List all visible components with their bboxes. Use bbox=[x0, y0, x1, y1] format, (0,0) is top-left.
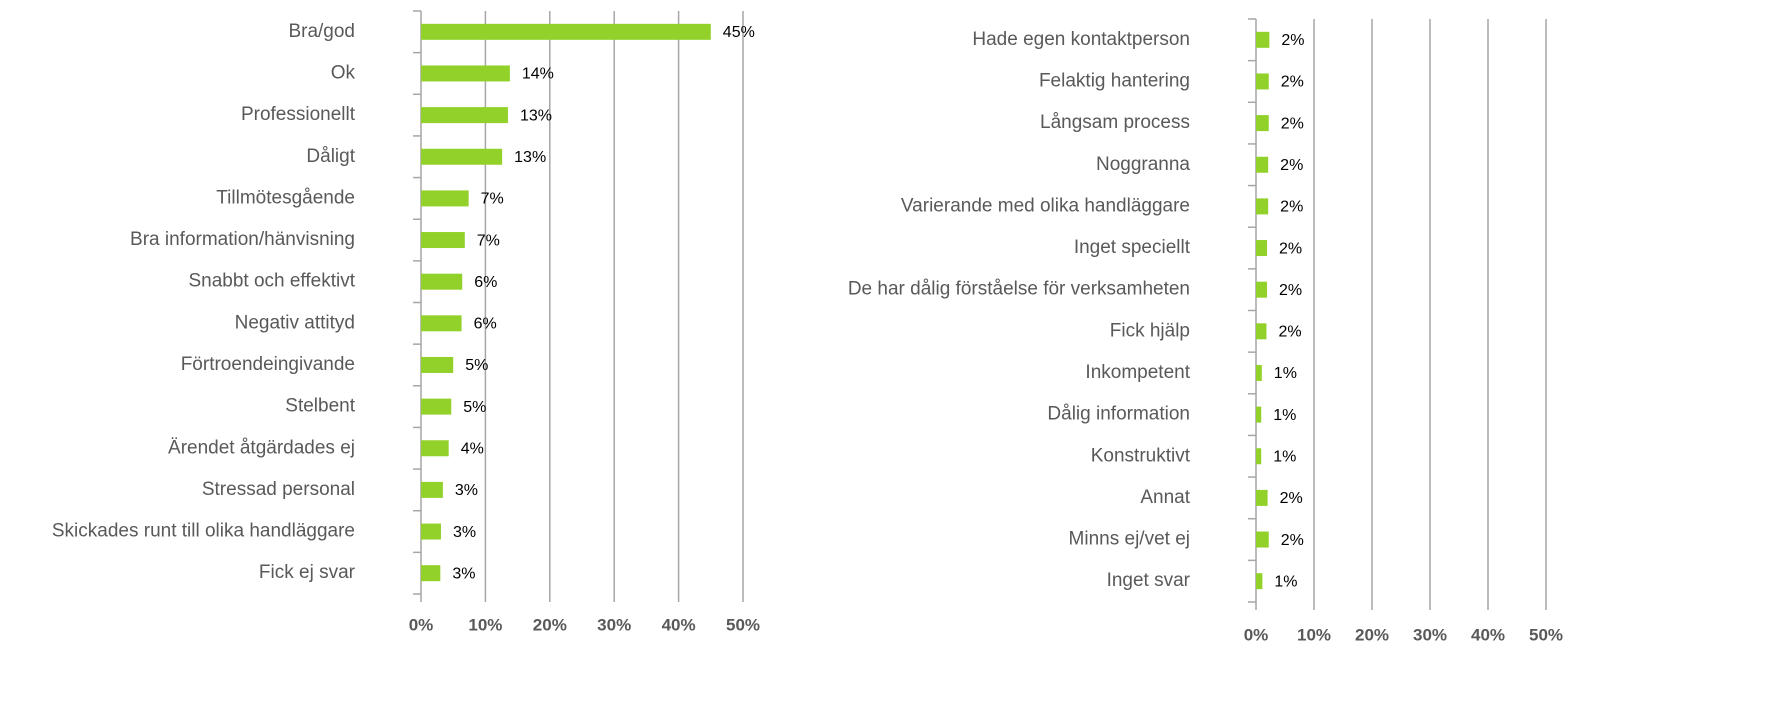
value-label: 1% bbox=[1273, 448, 1296, 465]
bar bbox=[1256, 156, 1269, 173]
x-tick-label: 10% bbox=[1297, 625, 1331, 644]
category-label: Annat bbox=[1140, 487, 1190, 508]
bar bbox=[421, 232, 465, 249]
bar bbox=[421, 481, 443, 498]
category-label: Inkompetent bbox=[1085, 362, 1190, 383]
value-label: 2% bbox=[1280, 199, 1303, 216]
category-label: Negativ attityd bbox=[235, 312, 355, 333]
bar bbox=[1256, 406, 1262, 423]
value-label: 3% bbox=[452, 565, 475, 582]
category-label: Ok bbox=[331, 62, 356, 83]
category-label: De har dålig förståelse för verksamheten bbox=[848, 279, 1190, 300]
bar bbox=[421, 65, 510, 82]
bar bbox=[1256, 198, 1269, 215]
category-label: Minns ej/vet ej bbox=[1069, 529, 1190, 550]
category-label: Långsam process bbox=[1040, 112, 1190, 133]
value-label: 2% bbox=[1279, 282, 1302, 299]
value-label: 2% bbox=[1281, 32, 1304, 49]
value-label: 2% bbox=[1280, 157, 1303, 174]
value-label: 6% bbox=[474, 316, 497, 333]
value-label: 13% bbox=[520, 107, 552, 124]
category-label: Professionellt bbox=[241, 104, 356, 125]
bar bbox=[1256, 531, 1269, 548]
value-label: 14% bbox=[522, 66, 554, 83]
x-tick-label: 30% bbox=[597, 615, 631, 634]
category-label: Bra/god bbox=[288, 21, 355, 42]
value-label: 2% bbox=[1281, 115, 1304, 132]
x-tick-label: 50% bbox=[1529, 625, 1563, 644]
value-label: 2% bbox=[1280, 490, 1303, 507]
x-tick-label: 30% bbox=[1413, 625, 1447, 644]
category-label: Stelbent bbox=[285, 396, 355, 417]
category-label: Skickades runt till olika handläggare bbox=[52, 521, 355, 542]
category-label: Hade egen kontaktperson bbox=[972, 29, 1190, 50]
category-label: Varierande med olika handläggare bbox=[901, 195, 1190, 216]
x-tick-label: 40% bbox=[662, 615, 696, 634]
value-label: 5% bbox=[465, 357, 488, 374]
value-label: 3% bbox=[455, 482, 478, 499]
category-label: Noggranna bbox=[1096, 154, 1190, 175]
bar bbox=[421, 315, 462, 332]
value-label: 2% bbox=[1278, 324, 1301, 341]
bar bbox=[1256, 448, 1262, 465]
x-tick-label: 0% bbox=[409, 615, 434, 634]
bar bbox=[1256, 73, 1269, 90]
x-tick-label: 20% bbox=[1355, 625, 1389, 644]
value-label: 1% bbox=[1273, 407, 1296, 424]
category-label: Inget speciellt bbox=[1074, 237, 1191, 258]
category-label: Tillmötesgående bbox=[216, 187, 355, 208]
category-label: Bra information/hänvisning bbox=[130, 229, 355, 250]
category-label: Snabbt och effektivt bbox=[188, 271, 355, 292]
bar bbox=[1256, 115, 1269, 132]
value-label: 4% bbox=[461, 440, 484, 457]
bar bbox=[421, 565, 441, 582]
value-label: 45% bbox=[723, 24, 755, 41]
bar bbox=[1256, 281, 1268, 298]
value-label: 13% bbox=[514, 149, 546, 166]
category-label: Stressad personal bbox=[202, 479, 355, 500]
value-label: 3% bbox=[453, 524, 476, 541]
bar bbox=[1256, 323, 1267, 340]
bar bbox=[421, 148, 503, 165]
value-label: 2% bbox=[1281, 74, 1304, 91]
value-label: 2% bbox=[1279, 240, 1302, 257]
bar bbox=[421, 398, 452, 415]
x-tick-label: 10% bbox=[468, 615, 502, 634]
category-label: Inget svar bbox=[1107, 570, 1191, 591]
value-label: 1% bbox=[1274, 365, 1297, 382]
category-label: Dålig information bbox=[1047, 404, 1190, 425]
value-label: 7% bbox=[477, 232, 500, 249]
category-label: Felaktig hantering bbox=[1039, 70, 1190, 91]
value-label: 5% bbox=[463, 399, 486, 416]
value-label: 1% bbox=[1274, 573, 1297, 590]
value-label: 7% bbox=[481, 191, 504, 208]
bar bbox=[421, 190, 469, 207]
x-tick-label: 20% bbox=[533, 615, 567, 634]
category-label: Förtroendeingivande bbox=[181, 354, 355, 375]
bar bbox=[421, 523, 441, 540]
bar bbox=[421, 356, 454, 373]
category-label: Fick ej svar bbox=[259, 562, 356, 583]
value-label: 6% bbox=[474, 274, 497, 291]
x-tick-label: 40% bbox=[1471, 625, 1505, 644]
bar bbox=[421, 440, 449, 457]
bar bbox=[1256, 31, 1270, 48]
category-label: Ärendet åtgärdades ej bbox=[168, 437, 355, 458]
bar bbox=[1256, 240, 1268, 257]
x-tick-label: 0% bbox=[1244, 625, 1269, 644]
value-label: 2% bbox=[1281, 532, 1304, 549]
bar bbox=[1256, 364, 1262, 381]
bar bbox=[421, 107, 508, 124]
bar bbox=[1256, 573, 1263, 590]
bar bbox=[421, 273, 463, 290]
category-label: Fick hjälp bbox=[1110, 320, 1190, 341]
x-tick-label: 50% bbox=[726, 615, 760, 634]
category-label: Dåligt bbox=[306, 146, 355, 167]
bar bbox=[421, 23, 711, 40]
bar bbox=[1256, 489, 1268, 506]
category-label: Konstruktivt bbox=[1091, 445, 1191, 466]
